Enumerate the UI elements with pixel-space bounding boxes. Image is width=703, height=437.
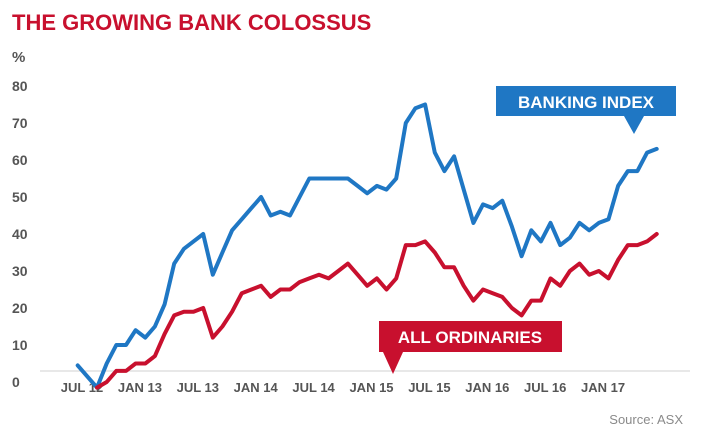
x-tick-label: JUL 16 — [524, 380, 566, 395]
y-tick-label: 50 — [12, 189, 28, 205]
y-tick-label: 10 — [12, 337, 28, 353]
x-tick-label: JUL 15 — [408, 380, 450, 395]
y-tick-label: 30 — [12, 263, 28, 279]
banking-index-callout: BANKING INDEX — [496, 86, 676, 134]
source-label: Source: ASX — [609, 412, 683, 427]
all-ordinaries-callout: ALL ORDINARIES — [379, 321, 562, 374]
x-tick-label: JAN 16 — [465, 380, 509, 395]
x-axis-ticks: JUL 12 JAN 13 JUL 13 JAN 14 JUL 14 JAN 15 JUL … — [61, 380, 625, 395]
x-tick-label: JUL 13 — [177, 380, 219, 395]
y-tick-label: 60 — [12, 152, 28, 168]
x-tick-label: JAN 13 — [118, 380, 162, 395]
x-tick-label: JAN 14 — [234, 380, 279, 395]
y-tick-label: 70 — [12, 115, 28, 131]
y-tick-label: 0 — [12, 374, 20, 390]
x-tick-label: JAN 17 — [581, 380, 625, 395]
y-axis-ticks: 0 10 20 30 40 50 60 70 80 — [12, 78, 28, 390]
all-ordinaries-callout-box — [379, 321, 562, 374]
series-lines — [75, 102, 659, 390]
y-tick-label: 80 — [12, 78, 28, 94]
all-ordinaries-line — [95, 232, 659, 390]
y-tick-label: 40 — [12, 226, 28, 242]
y-tick-label: 20 — [12, 300, 28, 316]
all-ordinaries-callout-label: ALL ORDINARIES — [398, 328, 542, 347]
x-tick-label: JAN 15 — [349, 380, 393, 395]
y-axis-unit-label: % — [12, 49, 25, 66]
chart-title: THE GROWING BANK COLOSSUS — [12, 10, 371, 35]
banking-index-callout-label: BANKING INDEX — [518, 93, 655, 112]
banking-index-line — [75, 102, 659, 390]
banking-index-callout-box — [496, 86, 676, 134]
x-tick-label: JUL 14 — [292, 380, 335, 395]
